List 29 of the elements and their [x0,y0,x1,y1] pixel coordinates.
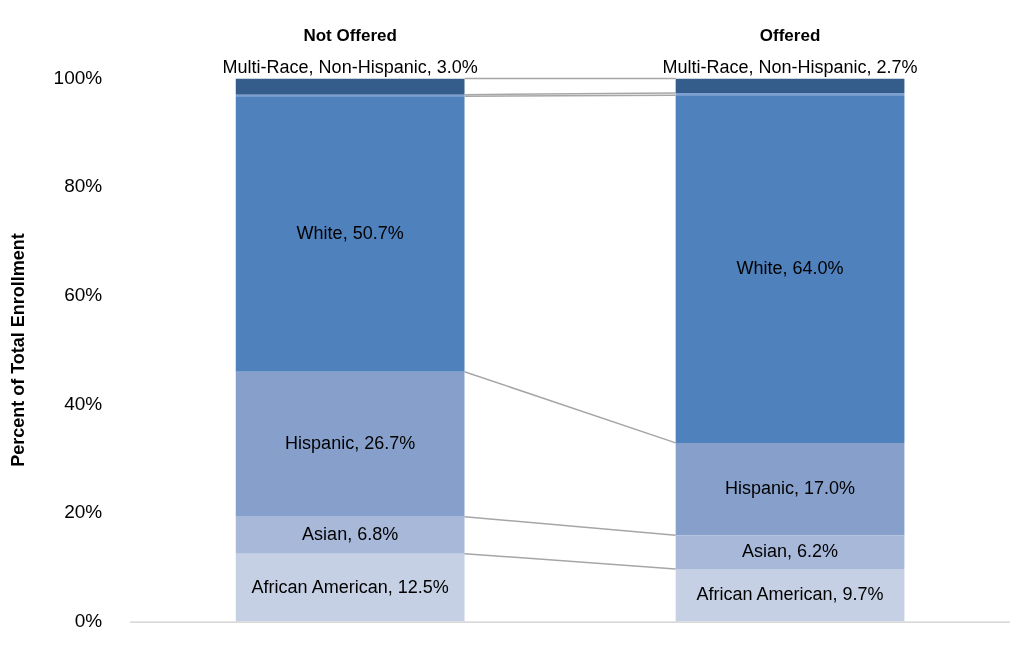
y-tick-label: 100% [53,66,103,88]
data-label: Asian, 6.2% [742,541,839,562]
x-tick-label: Not Offered [303,25,397,45]
bar [675,78,905,94]
data-label: White, 64.0% [736,258,844,279]
data-label: African American, 12.5% [251,576,449,597]
bar [675,535,905,569]
bar [235,516,465,554]
x-tick-label: Offered [759,25,821,45]
bar [235,78,465,95]
bar [235,371,465,517]
data-label: Hispanic, 26.7% [285,433,416,454]
y-tick-label: 40% [64,392,103,414]
bar [675,93,905,96]
y-tick-label: 80% [64,175,103,197]
y-tick-label: 60% [64,283,103,305]
y-tick-label: 20% [64,501,103,523]
bar [675,95,905,443]
data-label: Multi-Race, Non-Hispanic, 2.7% [662,57,918,78]
data-label: African American, 9.7% [696,584,884,605]
data-label: White, 50.7% [296,223,404,243]
data-label: Asian, 6.8% [302,524,399,545]
data-label: Hispanic, 17.0% [725,478,856,499]
bar [675,442,905,536]
bar [235,96,465,372]
y-axis-title: Percent of Total Enrollment [7,233,28,467]
data-label: Multi-Race, Non-Hispanic, 3.0% [222,57,478,78]
bar [235,553,465,622]
y-tick-label: 0% [74,609,103,631]
